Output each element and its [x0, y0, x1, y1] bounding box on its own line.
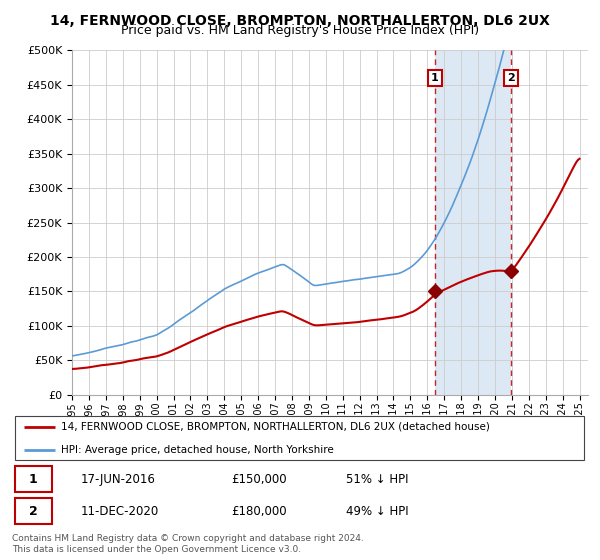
Text: Price paid vs. HM Land Registry's House Price Index (HPI): Price paid vs. HM Land Registry's House … [121, 24, 479, 37]
Text: 14, FERNWOOD CLOSE, BROMPTON, NORTHALLERTON, DL6 2UX (detached house): 14, FERNWOOD CLOSE, BROMPTON, NORTHALLER… [61, 422, 490, 432]
Text: £150,000: £150,000 [231, 473, 287, 486]
FancyBboxPatch shape [15, 416, 584, 460]
Text: 17-JUN-2016: 17-JUN-2016 [81, 473, 156, 486]
Text: 49% ↓ HPI: 49% ↓ HPI [346, 505, 409, 518]
FancyBboxPatch shape [15, 498, 52, 524]
Text: 14, FERNWOOD CLOSE, BROMPTON, NORTHALLERTON, DL6 2UX: 14, FERNWOOD CLOSE, BROMPTON, NORTHALLER… [50, 14, 550, 28]
Text: 2: 2 [29, 505, 38, 518]
Bar [435, 50, 511, 395]
Text: 11-DEC-2020: 11-DEC-2020 [81, 505, 160, 518]
FancyBboxPatch shape [15, 466, 52, 492]
Text: Contains HM Land Registry data © Crown copyright and database right 2024.
This d: Contains HM Land Registry data © Crown c… [12, 534, 364, 554]
Text: 51% ↓ HPI: 51% ↓ HPI [346, 473, 409, 486]
Text: £180,000: £180,000 [231, 505, 287, 518]
Text: 1: 1 [431, 73, 439, 83]
Text: 2: 2 [507, 73, 515, 83]
Text: 1: 1 [29, 473, 38, 486]
Text: HPI: Average price, detached house, North Yorkshire: HPI: Average price, detached house, Nort… [61, 445, 334, 455]
